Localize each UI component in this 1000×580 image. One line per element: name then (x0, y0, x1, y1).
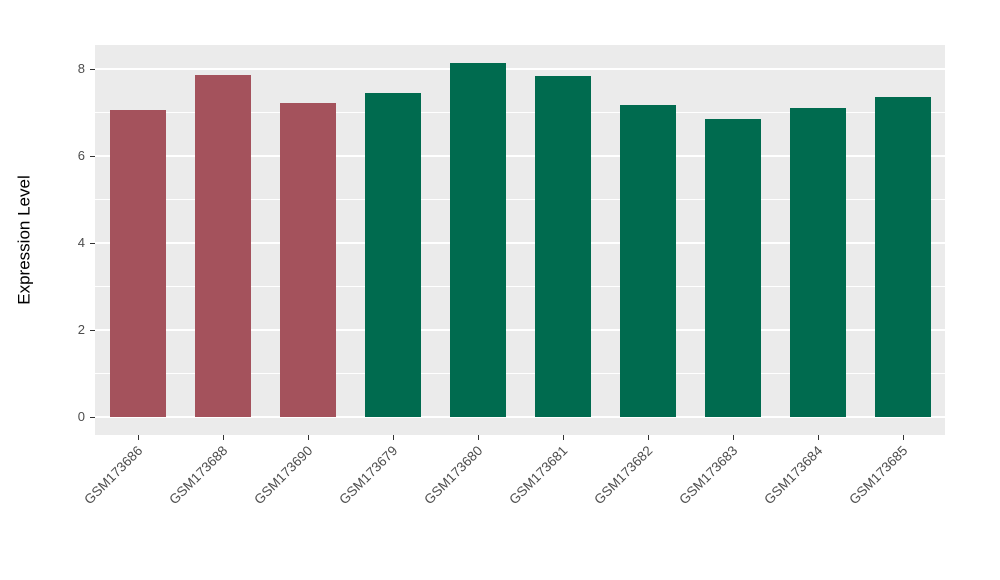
x-tick-label: GSM173688 (165, 443, 231, 508)
y-tick-mark (90, 69, 95, 70)
x-tick-label: GSM173686 (80, 443, 146, 508)
y-tick-label: 0 (77, 409, 85, 424)
x-tick-mark (307, 435, 309, 440)
gridline-major (95, 68, 945, 70)
bar (279, 103, 336, 417)
x-tick-label: GSM173679 (335, 443, 401, 508)
x-tick-label: GSM173682 (590, 443, 656, 508)
gridline-minor (95, 286, 945, 287)
x-tick-label: GSM173685 (845, 443, 911, 508)
x-tick-label: GSM173683 (675, 443, 741, 508)
x-tick-label: GSM173681 (505, 443, 571, 508)
plot-panel (95, 45, 945, 435)
x-tick-label: GSM173680 (420, 443, 486, 508)
y-tick-label: 2 (77, 322, 85, 337)
bar (364, 92, 421, 417)
gridline-major (95, 155, 945, 157)
bar (194, 74, 251, 417)
gridline-minor (95, 112, 945, 113)
gridline-major (95, 416, 945, 418)
y-tick-mark (90, 243, 95, 244)
gridline-minor (95, 373, 945, 374)
x-tick-label: GSM173684 (760, 443, 826, 508)
y-tick-label: 6 (77, 148, 85, 163)
x-tick-mark (477, 435, 479, 440)
y-tick-mark (90, 330, 95, 331)
gridline-minor (95, 199, 945, 200)
gridline-major (95, 242, 945, 244)
x-tick-mark (817, 435, 819, 440)
bar (789, 108, 846, 417)
x-tick-mark (562, 435, 564, 440)
x-tick-mark (222, 435, 224, 440)
bar (109, 110, 166, 417)
x-tick-mark (647, 435, 649, 440)
gridline-major (95, 329, 945, 331)
x-tick-mark (732, 435, 734, 440)
x-tick-mark (392, 435, 394, 440)
bar (874, 96, 931, 417)
bar (704, 118, 761, 417)
x-tick-mark (902, 435, 904, 440)
x-tick-mark (137, 435, 139, 440)
x-tick-label: GSM173690 (250, 443, 316, 508)
y-tick-label: 4 (77, 235, 85, 250)
bar (449, 62, 506, 417)
bar (619, 104, 676, 417)
y-tick-mark (90, 156, 95, 157)
y-tick-label: 8 (77, 61, 85, 76)
bar (534, 75, 591, 417)
y-tick-mark (90, 417, 95, 418)
